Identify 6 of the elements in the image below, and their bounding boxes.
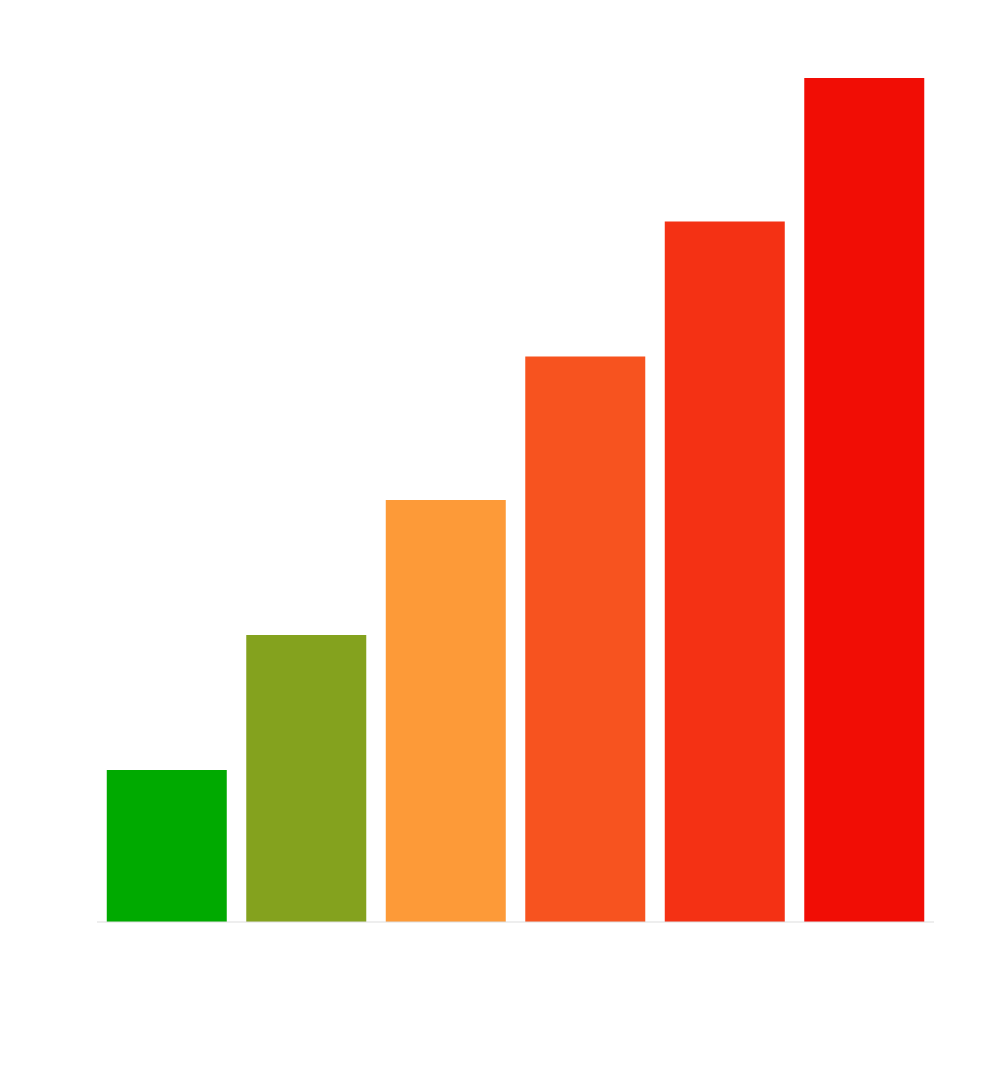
bar [664, 221, 785, 922]
bar [525, 356, 646, 922]
bar [106, 770, 227, 922]
bar [804, 78, 925, 922]
bar [385, 500, 506, 922]
bar [246, 635, 367, 922]
